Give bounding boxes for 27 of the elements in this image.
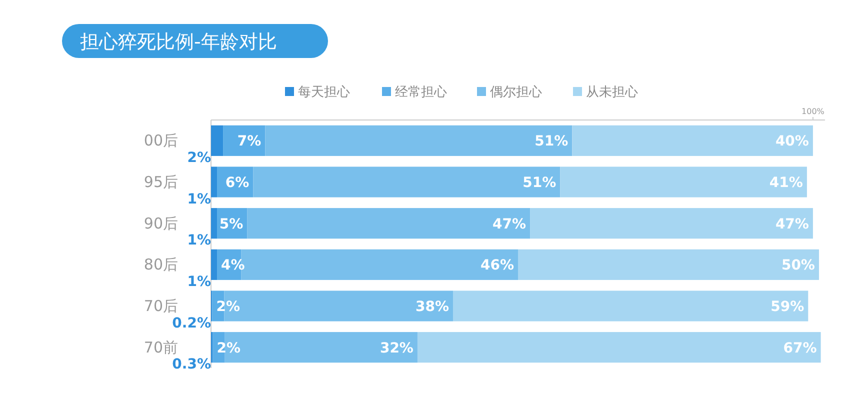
y-tick-label: 70前 xyxy=(144,338,178,356)
y-tick-label: 00后 xyxy=(144,132,178,150)
legend-label: 每天担心 xyxy=(298,84,350,100)
bar xyxy=(265,125,572,156)
bar xyxy=(417,332,821,363)
bar xyxy=(572,125,813,156)
legend-label: 偶尔担心 xyxy=(490,84,542,100)
bar xyxy=(560,166,807,198)
y-tick-label: 95后 xyxy=(144,173,178,191)
legend-label: 从未担心 xyxy=(586,84,638,100)
x-tick-label: 100% xyxy=(802,107,825,116)
bar xyxy=(518,249,819,280)
legend-label: 经常担心 xyxy=(395,84,447,100)
bar xyxy=(452,290,808,322)
bar xyxy=(223,125,266,156)
y-tick-label: 70后 xyxy=(144,297,178,315)
bar xyxy=(211,249,218,280)
bar xyxy=(211,166,218,198)
bar xyxy=(247,208,530,239)
bar xyxy=(253,166,560,198)
bar xyxy=(211,208,218,239)
bar xyxy=(211,125,224,156)
y-tick-label: 90后 xyxy=(144,214,178,232)
y-tick-label: 80后 xyxy=(144,256,178,274)
title: 担心猝死比例-年龄对比 xyxy=(62,24,328,58)
chart-title: 担心猝死比例-年龄对比 xyxy=(80,31,277,53)
bar xyxy=(530,208,813,239)
